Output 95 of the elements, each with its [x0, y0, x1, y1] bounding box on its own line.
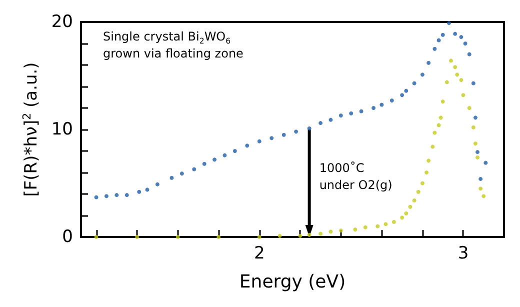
point [353, 227, 358, 232]
point [432, 46, 437, 51]
point [400, 216, 404, 220]
point [412, 81, 416, 86]
point [404, 88, 408, 93]
point [94, 235, 98, 239]
point [459, 35, 464, 40]
point [135, 235, 140, 239]
point [482, 194, 486, 198]
point [338, 228, 343, 233]
point [307, 232, 312, 237]
point [363, 225, 368, 230]
point [400, 93, 404, 98]
point [440, 32, 445, 37]
point [145, 188, 150, 192]
point [420, 181, 424, 186]
y-axis-title: [F(R)*hν]2 (a.u.) [20, 62, 42, 197]
point [453, 65, 458, 70]
point [446, 21, 451, 26]
point [212, 158, 217, 162]
point [455, 72, 460, 77]
point [484, 160, 488, 165]
point [467, 52, 472, 56]
point [473, 141, 478, 146]
point [114, 193, 119, 198]
point [449, 58, 453, 63]
y-tick-label: 0 [62, 227, 73, 247]
x-axis-title: Energy (eV) [239, 272, 346, 292]
point [471, 81, 476, 86]
point [392, 220, 396, 224]
point [359, 109, 364, 114]
point [372, 106, 376, 110]
point [202, 162, 206, 166]
point [436, 38, 441, 42]
point [436, 123, 441, 128]
point [155, 182, 160, 186]
point [473, 116, 478, 120]
point [424, 170, 429, 174]
point [444, 80, 449, 84]
point [328, 230, 333, 234]
point [384, 222, 388, 226]
y-tick-label: 10 [51, 120, 73, 140]
point [176, 235, 180, 239]
point [461, 93, 466, 98]
point [432, 130, 437, 135]
point [420, 72, 424, 77]
point [376, 224, 380, 228]
point [222, 153, 227, 158]
point [180, 172, 184, 176]
point [257, 235, 262, 239]
point [408, 204, 412, 209]
x-tick-label: 3 [458, 244, 469, 264]
point [430, 144, 435, 149]
point [404, 211, 408, 216]
point [453, 32, 458, 36]
point [328, 118, 333, 122]
point [459, 78, 464, 82]
point [270, 136, 274, 140]
point [478, 176, 483, 181]
point [412, 198, 416, 202]
point [294, 130, 298, 134]
point [426, 158, 431, 163]
point [476, 155, 480, 160]
point [298, 234, 302, 238]
annotation: 1000˚C under O2(g) [319, 161, 392, 192]
point [257, 139, 262, 144]
point [124, 193, 129, 198]
point [245, 144, 250, 148]
point [471, 125, 476, 130]
point [380, 102, 384, 107]
point [426, 60, 431, 65]
point [416, 190, 420, 194]
point [216, 235, 221, 239]
point [390, 98, 394, 102]
x-tick-label: 2 [254, 244, 265, 264]
point [478, 186, 483, 191]
point [440, 100, 445, 104]
point [476, 150, 480, 154]
point [438, 116, 443, 120]
y-tick-label: 20 [51, 12, 73, 32]
point [349, 111, 354, 116]
point [307, 126, 312, 130]
point [282, 132, 286, 137]
point [94, 195, 98, 200]
point [467, 106, 472, 110]
point [463, 42, 468, 46]
point [318, 121, 323, 126]
point [318, 232, 323, 236]
point [170, 176, 174, 180]
point [338, 114, 343, 118]
point [192, 167, 196, 172]
point [104, 194, 108, 198]
point [232, 149, 237, 153]
point [278, 234, 282, 238]
point [137, 190, 142, 194]
